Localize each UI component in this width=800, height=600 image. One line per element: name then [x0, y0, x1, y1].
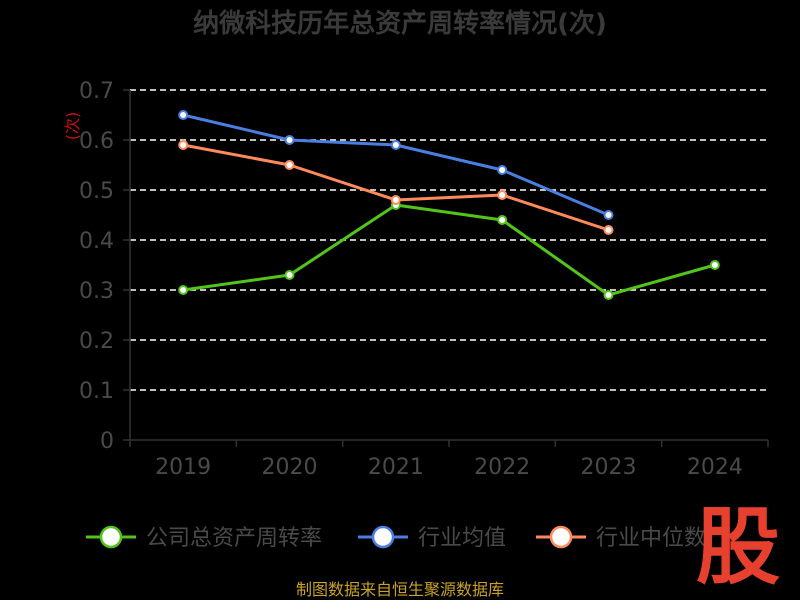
legend-marker	[99, 525, 123, 549]
data-point	[284, 270, 295, 280]
data-point	[390, 195, 401, 205]
legend-label: 公司总资产周转率	[146, 526, 322, 551]
data-point	[603, 210, 614, 220]
data-point	[390, 140, 401, 150]
y-tick-label: 0.7	[79, 79, 114, 104]
legend-label: 行业中位数	[596, 526, 706, 551]
y-axis-label: (次)	[63, 112, 82, 141]
x-tick-label: 2023	[581, 455, 637, 480]
y-tick-label: 0.3	[79, 279, 114, 304]
source-note: 制图数据来自恒生聚源数据库	[296, 580, 504, 599]
data-point	[603, 225, 614, 235]
legend-label: 行业均值	[418, 526, 506, 551]
data-point	[178, 285, 189, 295]
axes	[123, 89, 769, 447]
data-point	[709, 260, 720, 270]
data-point	[497, 215, 508, 225]
y-tick-label: 0.4	[79, 229, 114, 254]
legend-marker	[371, 525, 395, 549]
x-tick-label: 2022	[474, 455, 530, 480]
x-tick-labels: 2019 2020 2021 2022 2023 2024	[155, 455, 743, 480]
data-point	[497, 165, 508, 175]
y-tick-label: 0.6	[79, 129, 114, 154]
series-lines	[178, 110, 720, 300]
x-tick-label: 2019	[155, 455, 211, 480]
data-point	[178, 140, 189, 150]
y-tick-label: 0.1	[79, 379, 114, 404]
legend: 公司总资产周转率 行业均值 行业中位数	[86, 525, 706, 551]
x-tick-label: 2024	[687, 455, 743, 480]
series-line	[182, 203, 716, 297]
data-point	[284, 135, 295, 145]
chart-title: 纳微科技历年总资产周转率情况(次)	[193, 8, 607, 39]
watermark-logo: 股	[696, 498, 780, 596]
y-tick-label: 0	[100, 429, 114, 454]
y-tick-label: 0.2	[79, 329, 114, 354]
x-tick-label: 2021	[368, 455, 424, 480]
y-tick-labels: 0 0.1 0.2 0.3 0.4 0.5 0.6 0.7	[79, 79, 114, 454]
grid-lines	[130, 89, 768, 391]
y-tick-label: 0.5	[79, 179, 114, 204]
data-point	[603, 290, 614, 300]
data-point	[497, 190, 508, 200]
data-point	[284, 160, 295, 170]
legend-marker	[549, 525, 573, 549]
x-tick-label: 2020	[262, 455, 318, 480]
data-point	[178, 110, 189, 120]
